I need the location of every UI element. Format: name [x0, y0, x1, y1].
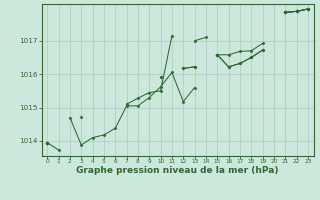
- X-axis label: Graphe pression niveau de la mer (hPa): Graphe pression niveau de la mer (hPa): [76, 166, 279, 175]
